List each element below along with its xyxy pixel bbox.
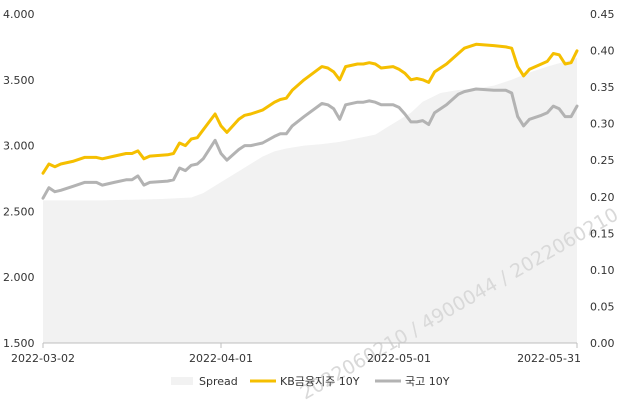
right-tick-label: 0.35 [590,81,615,94]
right-tick-label: 0.10 [590,264,615,277]
series-kb-line [41,42,579,175]
legend-spread-label: Spread [199,375,238,388]
left-tick-label: 2.500 [3,205,35,218]
area-layer [43,57,577,344]
right-tick-label: 0.20 [590,191,615,204]
left-tick-label: 4.000 [3,8,35,21]
right-tick-label: 0.05 [590,300,615,313]
legend-gov-label: 국고 10Y [405,375,450,388]
x-axis-ticks: 2022-03-02 2022-04-01 2022-05-01 2022-05-31 [11,343,581,365]
x-tick-label: 2022-05-31 [517,352,581,365]
left-tick-label: 2.000 [3,271,35,284]
line-layer [41,42,579,200]
legend-spread-swatch [171,377,193,385]
left-tick-label: 1.500 [3,337,35,350]
right-tick-label: 0.25 [590,154,615,167]
legend-kb-label: KB금융지주 10Y [280,375,360,388]
right-tick-label: 0.30 [590,118,615,131]
legend: Spread KB금융지주 10Y 국고 10Y [171,375,450,388]
x-tick-label: 2022-05-01 [367,352,431,365]
left-axis-ticks: 4.000 3.500 3.000 2.500 2.000 1.500 [3,8,35,350]
right-tick-label: 0.40 [590,45,615,58]
left-tick-label: 3.000 [3,140,35,153]
series-spread-area [43,57,577,344]
right-axis-ticks: 0.45 0.40 0.35 0.30 0.25 0.20 0.15 0.10 0.05 0.00 [590,8,615,350]
left-tick-label: 3.500 [3,74,35,87]
right-tick-label: 0.00 [590,337,615,350]
x-tick-label: 2022-04-01 [189,352,253,365]
right-tick-label: 0.45 [590,8,615,21]
series-gov-line [41,87,579,200]
right-tick-label: 0.15 [590,227,615,240]
x-tick-label: 2022-03-02 [11,352,75,365]
